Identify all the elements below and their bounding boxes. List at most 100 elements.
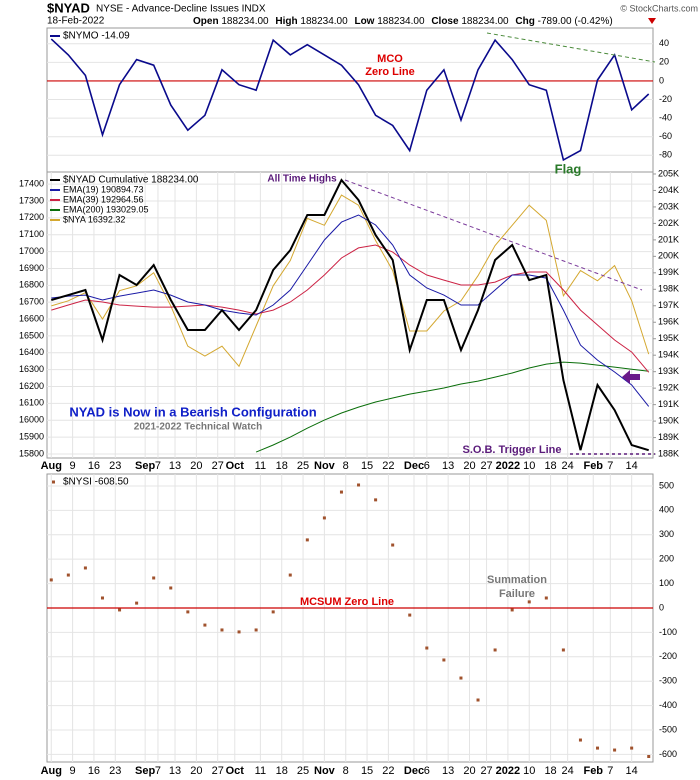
description: NYSE - Advance-Decline Issues INDX (96, 4, 266, 15)
dot (527, 600, 531, 604)
dot (100, 596, 104, 600)
quote-value: -789.00 (-0.42%) (538, 16, 613, 27)
y-tick-label: 400 (659, 505, 674, 515)
quote-value: 188234.00 (377, 16, 425, 27)
legend-swatch (52, 480, 55, 484)
x-tick-label: Dec (404, 460, 424, 472)
x-tick-label: 8 (343, 460, 349, 472)
x-tick-label: 16 (88, 765, 100, 777)
x-tick-label: 22 (382, 765, 394, 777)
y-tick-label: -200 (659, 651, 677, 661)
annotation: 2021-2022 Technical Watch (134, 422, 262, 433)
y-tick-label: 16600 (19, 313, 44, 323)
annotation: All Time Highs (267, 174, 337, 185)
x-tick-label: 15 (361, 765, 373, 777)
y-tick-label: 16200 (19, 381, 44, 391)
annotation: Flag (555, 161, 582, 176)
y2-tick-label: 200K (658, 251, 679, 261)
x-tick-label: 2022 (496, 460, 520, 472)
dot (578, 738, 582, 742)
x-tick-label: 2022 (496, 765, 520, 777)
dot (596, 746, 600, 750)
quote-label: High (275, 16, 297, 27)
dot (493, 648, 497, 652)
x-tick-label: 25 (297, 765, 309, 777)
y-tick-label: 17400 (19, 179, 44, 189)
dot (425, 646, 429, 650)
x-tick-label: 7 (607, 460, 613, 472)
y2-tick-label: 188K (658, 448, 679, 458)
legend-label: $NYMO -14.09 (63, 31, 130, 42)
x-tick-label: 22 (382, 460, 394, 472)
x-tick-label: Aug (41, 765, 62, 777)
x-tick-label: 18 (276, 765, 288, 777)
dot (561, 648, 565, 652)
y2-tick-label: 201K (658, 234, 679, 244)
dot (152, 576, 156, 580)
y-tick-label: 17200 (19, 212, 44, 222)
dot (186, 610, 190, 614)
y-tick-label: -400 (659, 700, 677, 710)
y-tick-label: -500 (659, 724, 677, 734)
x-tick-label: 18 (544, 460, 556, 472)
y2-tick-label: 195K (658, 333, 679, 343)
copyright: © StockCharts.com (620, 3, 698, 13)
x-tick-label: 7 (155, 765, 161, 777)
dot (305, 538, 309, 542)
trend-line (344, 179, 643, 291)
x-tick-label: 6 (424, 765, 430, 777)
series-group (50, 38, 650, 162)
series-line (50, 38, 650, 162)
y2-tick-label: 193K (658, 366, 679, 376)
x-tick-label: Nov (314, 765, 336, 777)
x-tick-label: Oct (226, 460, 245, 472)
dot (647, 755, 651, 759)
x-tick-label: 14 (626, 460, 638, 472)
x-tick-label: 20 (190, 765, 202, 777)
x-tick-label: 23 (109, 765, 121, 777)
y2-tick-label: 190K (658, 415, 679, 425)
y-tick-label: 16700 (19, 297, 44, 307)
series-line (51, 244, 650, 373)
y-tick-label: 16100 (19, 398, 44, 408)
y-tick-label: 16300 (19, 364, 44, 374)
quote: Open 188234.00 High 188234.00 Low 188234… (193, 16, 613, 27)
x-tick-label: 8 (343, 765, 349, 777)
annotation: MCSUM Zero Line (300, 596, 394, 608)
x-tick-label: 9 (70, 460, 76, 472)
dot (220, 628, 224, 632)
x-tick-label: 25 (297, 460, 309, 472)
x-tick-label: 10 (523, 460, 535, 472)
y2-tick-label: 192K (658, 383, 679, 393)
quote-value: 188234.00 (461, 16, 509, 27)
y-tick-label: 0 (659, 602, 664, 612)
y-tick-label: 17000 (19, 246, 44, 256)
x-tick-label: Oct (226, 765, 245, 777)
y-tick-label: 16800 (19, 280, 44, 290)
x-tick-label: 6 (424, 460, 430, 472)
y2-tick-label: 191K (658, 399, 679, 409)
x-tick-label: Feb (583, 460, 603, 472)
date: 18-Feb-2022 (47, 16, 105, 27)
x-tick-label: 11 (255, 765, 266, 777)
x-tick-label: 27 (480, 460, 492, 472)
y-tick-label: -100 (659, 627, 677, 637)
dot (237, 630, 241, 634)
quote-label: Chg (515, 16, 534, 27)
y-tick-label: 100 (659, 578, 674, 588)
annotation: S.O.B. Trigger Line (462, 444, 561, 456)
y-tick-label: 17300 (19, 195, 44, 205)
dot (288, 573, 292, 577)
x-tick-label: 14 (626, 765, 638, 777)
y-tick-label: 16500 (19, 330, 44, 340)
y2-tick-label: 203K (658, 201, 679, 211)
series-group (51, 178, 650, 453)
x-tick-label: 13 (442, 460, 454, 472)
x-tick-label: 16 (88, 460, 100, 472)
annotation: MCO (377, 53, 403, 65)
trend-line (486, 32, 656, 63)
y2-tick-label: 196K (658, 317, 679, 327)
x-tick-label: 10 (523, 765, 535, 777)
x-tick-label: 18 (276, 460, 288, 472)
dot (203, 623, 207, 627)
